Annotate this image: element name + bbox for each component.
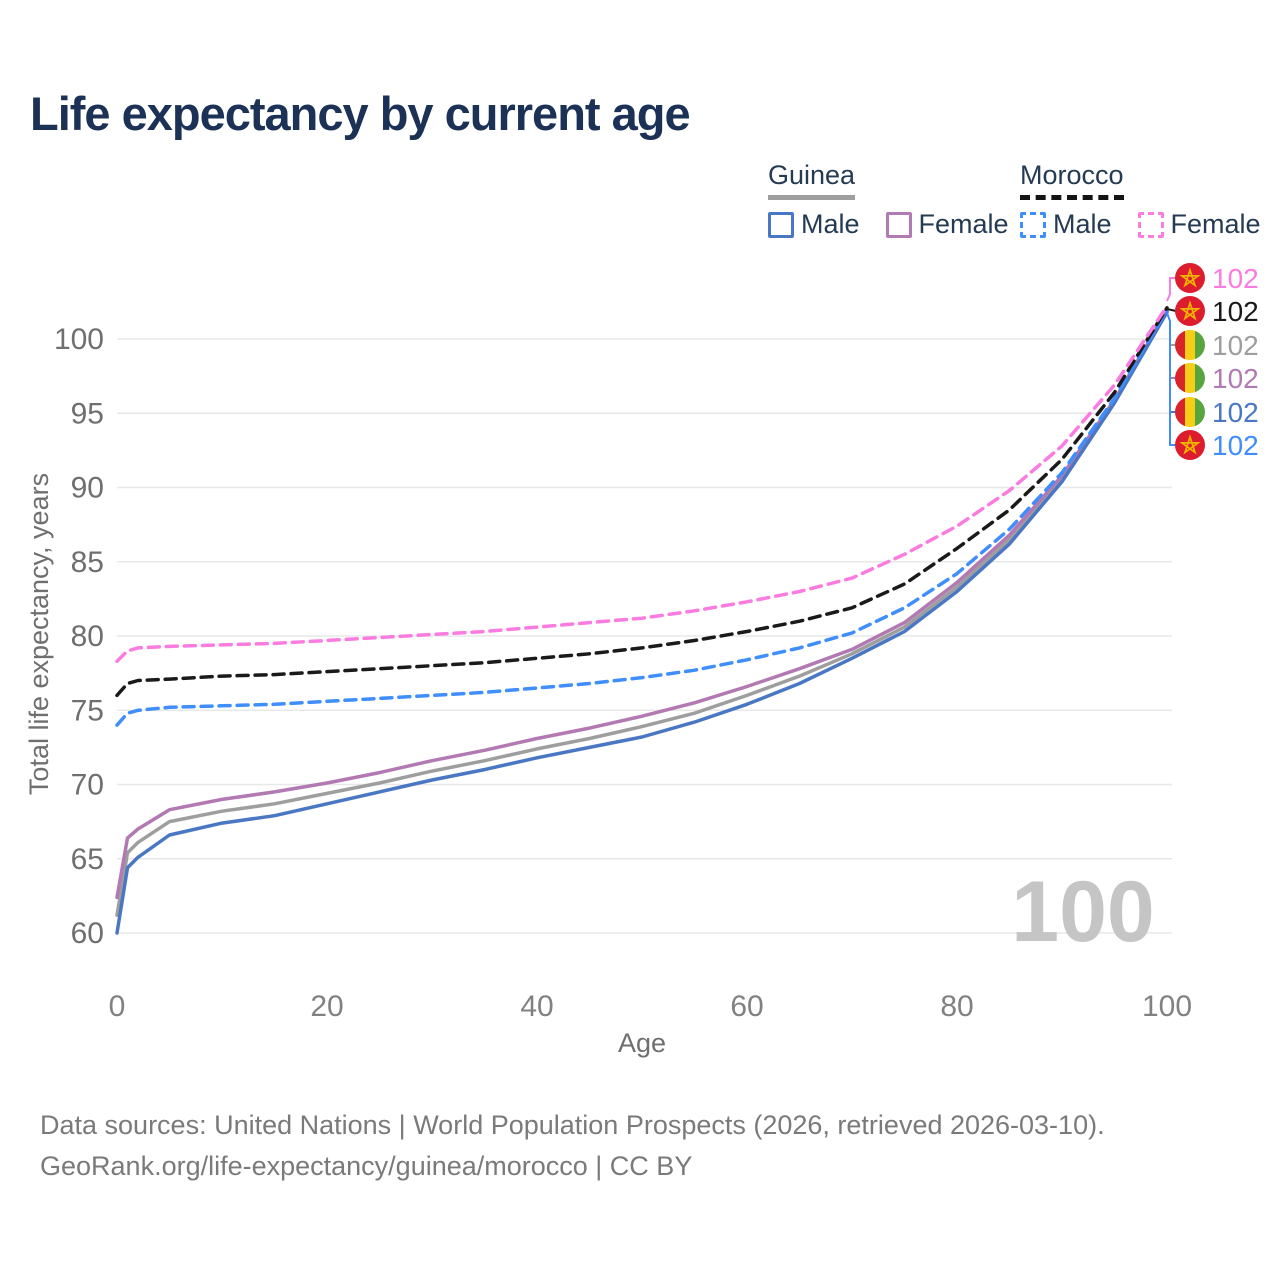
- legend-item-label: Female: [1170, 209, 1261, 239]
- guinea-male-swatch-icon: [768, 211, 794, 238]
- x-tick-label: 100: [1142, 990, 1192, 1023]
- legend-group-guinea: Guinea Male Female: [768, 160, 1035, 240]
- y-axis-ticks: 60 65 70 75 80 85 90 95 100: [54, 323, 104, 950]
- line-morocco-both[interactable]: [115, 306, 1169, 698]
- legend-item-guinea-male[interactable]: Male: [768, 209, 860, 240]
- series-lines: [115, 304, 1169, 935]
- end-labels: 102 102 102 102: [1175, 263, 1259, 461]
- guinea-flag-icon: [1175, 397, 1205, 427]
- end-label-guinea-both: 102: [1175, 330, 1259, 361]
- y-tick-label: 70: [71, 769, 104, 802]
- legend-item-morocco-male[interactable]: Male: [1020, 209, 1112, 240]
- guinea-female-swatch-icon: [885, 211, 912, 238]
- connector-morocco-female: [1166, 277, 1176, 302]
- morocco-flag-icon: [1175, 263, 1205, 293]
- svg-text:102: 102: [1212, 330, 1259, 361]
- x-tick-label: 0: [109, 990, 126, 1023]
- svg-text:102: 102: [1212, 397, 1259, 428]
- legend-item-guinea-female[interactable]: Female: [885, 209, 1009, 240]
- morocco-female-swatch-icon: [1137, 211, 1164, 238]
- line-guinea-both[interactable]: [115, 309, 1169, 917]
- y-tick-label: 80: [71, 620, 104, 653]
- svg-text:102: 102: [1212, 363, 1259, 394]
- end-label-connectors: [1166, 277, 1177, 446]
- x-tick-label: 80: [940, 990, 973, 1023]
- legend: Guinea Male Female Morocco Male Female: [0, 160, 1280, 240]
- guinea-flag-icon: [1175, 330, 1205, 360]
- line-guinea-male[interactable]: [115, 310, 1169, 935]
- gridlines: [117, 338, 1172, 934]
- x-tick-label: 20: [310, 990, 343, 1023]
- x-tick-label: 40: [520, 990, 553, 1023]
- footer: Data sources: United Nations | World Pop…: [40, 1105, 1105, 1187]
- morocco-flag-icon: [1175, 296, 1205, 326]
- end-label-guinea-female: 102: [1175, 363, 1259, 394]
- line-guinea-female[interactable]: [115, 309, 1169, 900]
- legend-item-label: Male: [1053, 209, 1112, 239]
- end-label-morocco-both: 102: [1175, 296, 1259, 327]
- line-morocco-female[interactable]: [115, 304, 1169, 663]
- footer-data-sources: Data sources: United Nations | World Pop…: [40, 1110, 1105, 1140]
- x-axis-title: Age: [618, 1028, 666, 1058]
- legend-header-guinea: Guinea: [768, 160, 856, 200]
- connector-morocco-both: [1166, 308, 1177, 312]
- legend-group-morocco: Morocco Male Female: [1020, 160, 1280, 240]
- y-tick-label: 90: [71, 472, 104, 505]
- end-label-morocco-male: 102: [1175, 430, 1259, 461]
- legend-item-label: Male: [801, 209, 860, 239]
- morocco-flag-icon: [1175, 430, 1205, 460]
- end-label-morocco-female: 102: [1175, 263, 1259, 294]
- y-tick-label: 100: [54, 323, 104, 356]
- svg-text:102: 102: [1212, 296, 1259, 327]
- y-tick-label: 65: [71, 843, 104, 876]
- end-label-guinea-male: 102: [1175, 397, 1259, 428]
- footer-attribution: GeoRank.org/life-expectancy/guinea/moroc…: [40, 1151, 693, 1181]
- legend-item-morocco-female[interactable]: Female: [1137, 209, 1261, 240]
- guinea-flag-icon: [1175, 363, 1205, 393]
- connector-morocco-male: [1166, 312, 1176, 446]
- svg-text:102: 102: [1212, 430, 1259, 461]
- age-watermark: 100: [1011, 864, 1155, 960]
- y-axis-title: Total life expectancy, years: [24, 473, 54, 795]
- page-title: Life expectancy by current age: [30, 87, 691, 140]
- y-tick-label: 75: [71, 694, 104, 727]
- x-axis-ticks: 0 20 40 60 80 100: [109, 990, 1192, 1023]
- y-tick-label: 85: [71, 546, 104, 579]
- legend-header-morocco: Morocco: [1020, 160, 1124, 200]
- svg-text:102: 102: [1212, 263, 1259, 294]
- legend-item-label: Female: [918, 209, 1009, 239]
- y-tick-label: 60: [71, 917, 104, 950]
- line-morocco-male[interactable]: [115, 307, 1169, 727]
- morocco-male-swatch-icon: [1020, 211, 1046, 238]
- y-tick-label: 95: [71, 397, 104, 430]
- x-tick-label: 60: [730, 990, 763, 1023]
